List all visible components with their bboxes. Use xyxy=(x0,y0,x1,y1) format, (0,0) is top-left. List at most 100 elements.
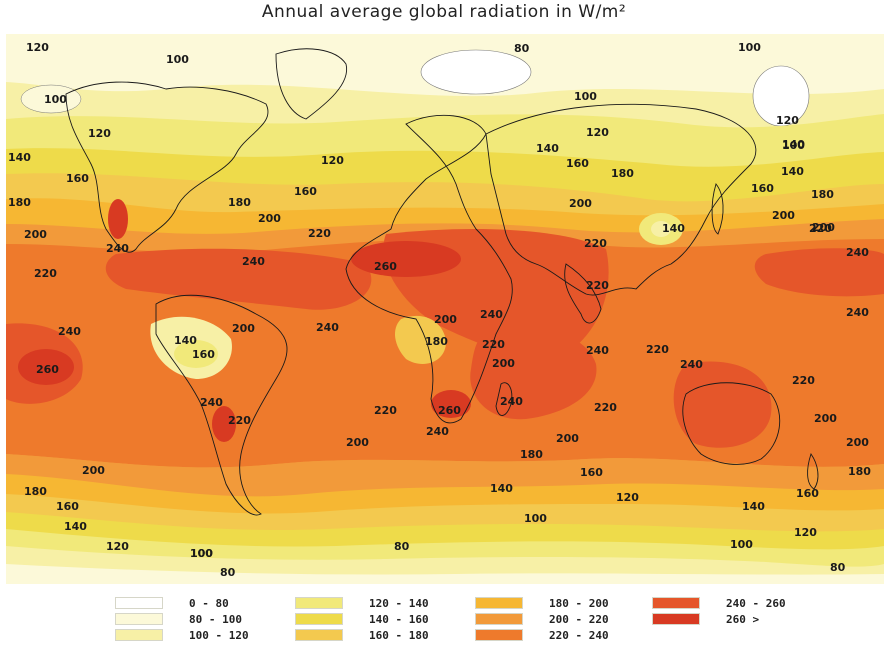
legend-item: 0 - 80 xyxy=(115,596,229,610)
contour-label: 200 xyxy=(812,221,835,234)
contour-label: 100 xyxy=(574,90,597,103)
legend-label: 220 - 240 xyxy=(549,628,609,642)
contour-label: 220 xyxy=(374,404,397,417)
contour-label: 160 xyxy=(796,487,819,500)
contour-label: 240 xyxy=(680,358,703,371)
legend-item: 220 - 240 xyxy=(475,628,609,642)
contour-label: 220 xyxy=(792,374,815,387)
contour-label: 240 xyxy=(106,242,129,255)
contour-label: 200 xyxy=(569,197,592,210)
band-160-amazon xyxy=(174,340,218,368)
radiation-map: 120 100 80 100 100 100 120 120 100 140 1… xyxy=(6,34,884,584)
contour-label: 180 xyxy=(848,465,871,478)
contour-label: 160 xyxy=(751,182,774,195)
legend-swatch xyxy=(475,597,523,609)
contour-label: 120 xyxy=(776,114,799,127)
contour-label: 240 xyxy=(426,425,449,438)
contour-label: 200 xyxy=(24,228,47,241)
india-outline xyxy=(564,263,602,324)
contour-label: 160 xyxy=(192,348,215,361)
contour-label: 160 xyxy=(56,500,79,513)
legend-swatch xyxy=(295,613,343,625)
legend: 0 - 80 80 - 100 100 - 120 120 - 140 140 … xyxy=(0,594,888,646)
contour-label: 220 xyxy=(34,267,57,280)
legend-swatch xyxy=(115,597,163,609)
map-title: Annual average global radiation in W/m² xyxy=(261,2,627,22)
legend-swatch xyxy=(115,613,163,625)
contour-label: 160 xyxy=(294,185,317,198)
contour-label: 180 xyxy=(611,167,634,180)
band-80-100-south xyxy=(6,564,884,584)
contour-label: 180 xyxy=(425,335,448,348)
legend-label: 140 - 160 xyxy=(369,612,429,626)
band-260-sahara xyxy=(351,241,461,277)
contour-label: 140 xyxy=(662,222,685,235)
contour-label: 80 xyxy=(514,42,530,55)
madagascar-outline xyxy=(495,382,513,416)
contour-label: 220 xyxy=(809,222,832,235)
contour-label: 100 xyxy=(524,512,547,525)
contour-label: 260 xyxy=(36,363,59,376)
contour-label: 240 xyxy=(846,306,869,319)
asia-outline xyxy=(485,103,757,296)
contour-label: 200 xyxy=(556,432,579,445)
contour-label: 100 xyxy=(166,53,189,66)
continent-outlines xyxy=(65,48,819,516)
contour-label: 100 xyxy=(44,93,67,106)
contour-label: 220 xyxy=(584,237,607,250)
contour-label: 220 xyxy=(308,227,331,240)
band-0-80-canada xyxy=(20,84,82,114)
contour-label: 200 xyxy=(258,212,281,225)
legend-item: 260 > xyxy=(652,612,759,626)
contour-label: 240 xyxy=(316,321,339,334)
band-180-congo xyxy=(394,315,446,364)
contour-label: 240 xyxy=(200,396,223,409)
band-240-260-pacific-e xyxy=(754,248,884,297)
contour-label: 200 xyxy=(814,412,837,425)
contour-label: 220 xyxy=(586,279,609,292)
band-260-pacific xyxy=(18,349,74,385)
contour-label: 140 xyxy=(742,500,765,513)
legend-label: 0 - 80 xyxy=(189,596,229,610)
legend-swatch xyxy=(475,629,523,641)
legend-label: 120 - 140 xyxy=(369,596,429,610)
contour-label: 80 xyxy=(394,540,410,553)
contour-label: 140 xyxy=(782,138,805,151)
legend-swatch xyxy=(475,613,523,625)
band-260-mexico xyxy=(108,199,128,239)
contour-label: 140 xyxy=(174,334,197,347)
contour-label: 120 xyxy=(88,127,111,140)
contour-label: 220 xyxy=(482,338,505,351)
band-240-260-india xyxy=(470,330,597,420)
legend-item: 100 - 120 xyxy=(115,628,249,642)
contour-label: 120 xyxy=(794,526,817,539)
contour-label: 240 xyxy=(242,255,265,268)
contour-label: 100 xyxy=(190,547,213,560)
contour-label: 220 xyxy=(594,401,617,414)
contour-label: 160 xyxy=(66,172,89,185)
legend-item: 120 - 140 xyxy=(295,596,429,610)
contour-label: 140 xyxy=(490,482,513,495)
band-240-260-atlantic xyxy=(105,248,372,310)
contour-label: 240 xyxy=(846,246,869,259)
contour-label: 160 xyxy=(566,157,589,170)
contour-label: 240 xyxy=(480,308,503,321)
legend-label: 200 - 220 xyxy=(549,612,609,626)
contour-label: 140 xyxy=(8,151,31,164)
band-0-80-greenland xyxy=(420,49,532,95)
contour-label: 100 xyxy=(738,41,761,54)
contour-label: 180 xyxy=(8,196,31,209)
legend-label: 100 - 120 xyxy=(189,628,249,642)
contour-label: 100 xyxy=(190,547,213,560)
contour-label: 240 xyxy=(586,344,609,357)
legend-label: 260 > xyxy=(726,612,760,626)
contour-label: 140 xyxy=(781,165,804,178)
contour-label: 180 xyxy=(811,188,834,201)
contour-label: 120 xyxy=(321,154,344,167)
contour-labels: 120 100 80 100 100 100 120 120 100 140 1… xyxy=(8,41,871,579)
contour-label: 160 xyxy=(580,466,603,479)
legend-item: 240 - 260 xyxy=(652,596,786,610)
contour-label: 220 xyxy=(228,414,251,427)
legend-label: 80 - 100 xyxy=(189,612,242,626)
legend-swatch xyxy=(652,597,700,609)
